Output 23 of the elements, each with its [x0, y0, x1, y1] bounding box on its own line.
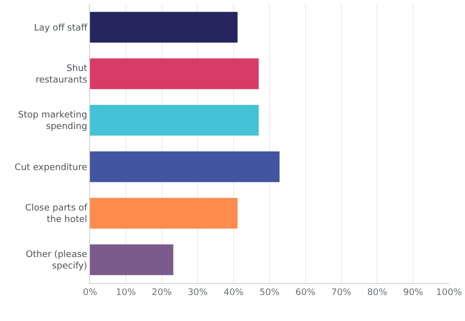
- y-tick-label: Stop marketing spending: [18, 110, 88, 132]
- x-tick-label: 100%: [436, 288, 462, 298]
- x-tick-label: 40%: [224, 288, 244, 298]
- bar: [90, 12, 238, 43]
- x-tick-label: 60%: [295, 288, 316, 298]
- x-tick-label: 70%: [331, 288, 352, 298]
- x-tick-label: 50%: [259, 288, 280, 298]
- y-tick-label: Other (please specify): [26, 250, 88, 272]
- x-tick-label: 90%: [403, 288, 424, 298]
- bar: [90, 198, 238, 229]
- bar: [90, 151, 280, 182]
- y-tick-label: Lay off staff: [34, 23, 88, 34]
- x-tick-label: 30%: [188, 288, 208, 298]
- y-tick-label: Close parts of the hotel: [25, 204, 88, 226]
- bar: [90, 104, 259, 136]
- y-tick-label: Shut restaurants: [36, 64, 88, 86]
- x-tick-label: 10%: [116, 288, 136, 298]
- bar: [90, 58, 259, 90]
- y-tick-label: Cut expenditure: [14, 162, 88, 173]
- x-tick-label: 20%: [152, 288, 172, 298]
- x-tick-label: 0%: [82, 288, 98, 298]
- bar: [90, 244, 174, 276]
- x-tick-label: 80%: [367, 288, 388, 298]
